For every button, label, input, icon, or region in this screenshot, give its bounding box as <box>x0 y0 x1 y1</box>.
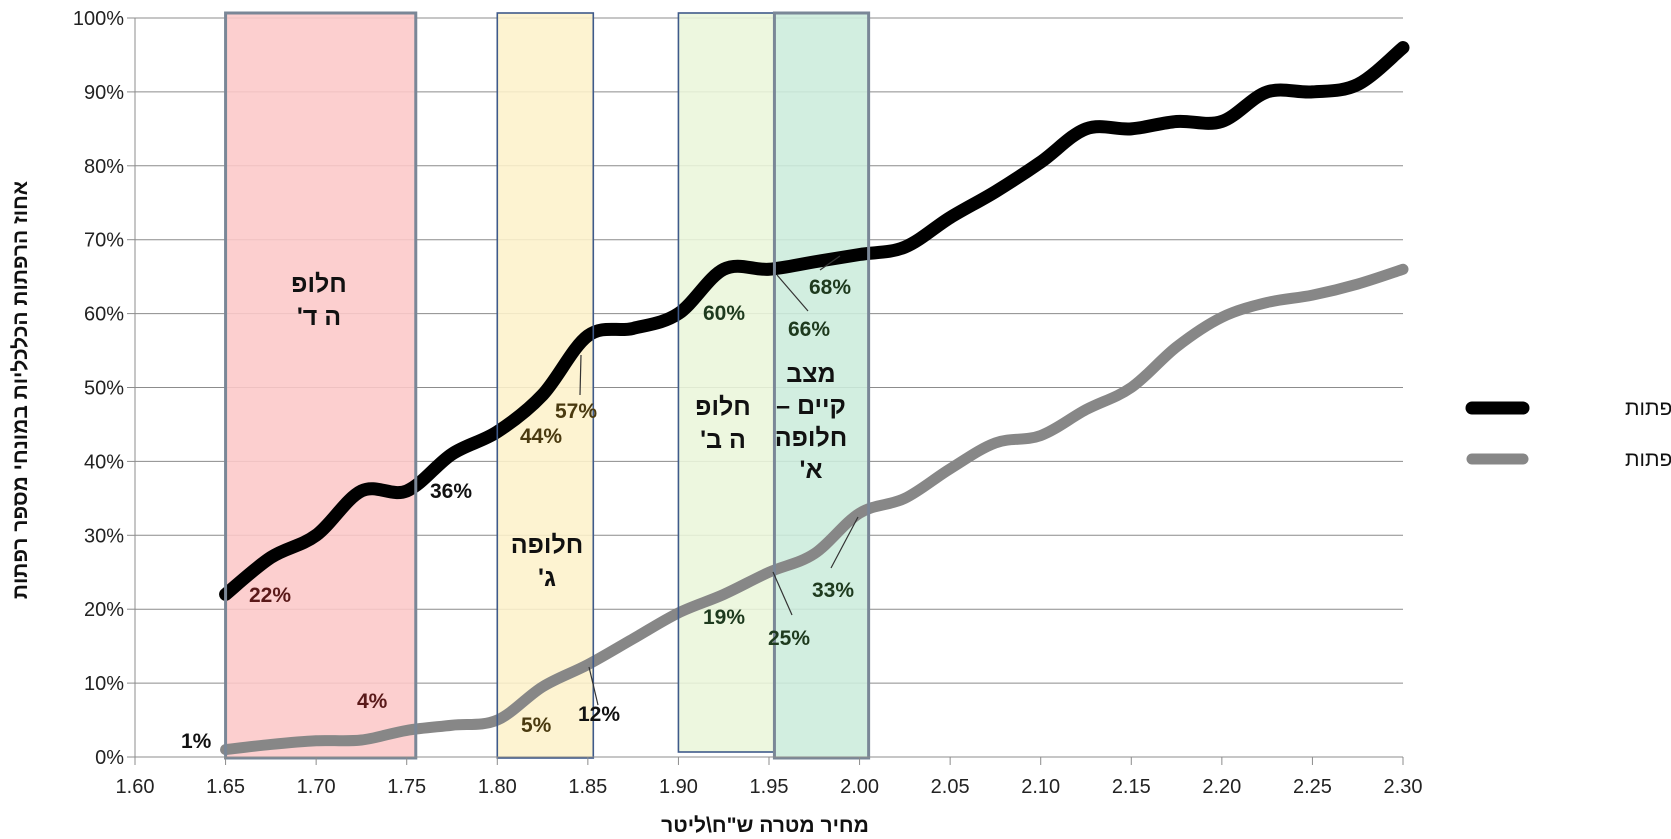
y-tick-label: 80% <box>84 156 124 178</box>
annotation-leader <box>776 274 809 312</box>
annotation-leader <box>819 255 841 271</box>
data-label: 44% <box>520 425 562 448</box>
data-label: 33% <box>812 579 854 602</box>
legend-label-0: ט.ק. רפתות <box>1625 397 1671 420</box>
data-label: 4% <box>357 690 388 713</box>
y-tick-label: 0% <box>95 747 124 769</box>
zone-fill-zone-a <box>774 13 869 758</box>
x-tick-label: 1.90 <box>659 776 698 798</box>
zone-border-zone-c <box>496 12 595 759</box>
legend-label-1: ט.א רפתות <box>1625 448 1671 471</box>
zone-borders <box>224 11 871 760</box>
data-label: 36% <box>430 480 472 503</box>
zone-label-zone-a: חלופה <box>775 424 848 452</box>
data-label: 5% <box>521 714 552 737</box>
series-line-ta <box>220 263 1409 756</box>
y-tick-label: 20% <box>84 599 124 621</box>
alternative-zones <box>225 13 869 758</box>
x-tick-label: 1.80 <box>478 776 517 798</box>
axes: 0% 10% 20% 30% 40% 50% 60% 70% 80% 90% 100% 1.60 1.6… <box>73 8 1423 798</box>
zone-label-zone-b: חלופ <box>695 393 751 421</box>
data-label: 1% <box>181 730 212 753</box>
x-tick-label: 1.65 <box>206 776 245 798</box>
zone-label-zone-d: חלופ <box>291 270 347 298</box>
x-tick-label: 1.60 <box>116 776 155 798</box>
data-label: 22% <box>249 584 291 607</box>
data-label: 66% <box>788 318 830 341</box>
zone-fill-zone-d <box>225 13 416 758</box>
x-tick-label: 1.95 <box>750 776 789 798</box>
x-tick-label: 2.30 <box>1384 776 1423 798</box>
y-tick-label: 30% <box>84 525 124 547</box>
y-tick-label: 40% <box>84 451 124 473</box>
data-annotations: 22% 36% 44%57% 60% 66% 68% 1% 4% 5% 12% 19% 25% 33% <box>181 255 859 753</box>
y-axis-title: אחוז הרפתות הכלכליות במונחי מספר רפתות <box>9 181 32 599</box>
y-tick-label: 90% <box>84 82 124 104</box>
y-tick-label: 50% <box>84 378 124 400</box>
x-tick-label: 2.10 <box>1021 776 1060 798</box>
zone-labels: חלופ ה ד' חלופה ג' חלופ ה ב' מצב קיים – חלופה א' <box>291 270 847 592</box>
zone-fill-zone-b <box>678 13 775 752</box>
x-tick-label: 2.05 <box>931 776 970 798</box>
zone-label-zone-c: ג' <box>538 564 556 592</box>
y-tick-label: 60% <box>84 304 124 326</box>
data-label: 25% <box>768 627 810 650</box>
legend: ט.ק. רפתות ט.א רפתות <box>1465 397 1671 471</box>
x-tick-label: 2.25 <box>1293 776 1332 798</box>
y-tick-label: 70% <box>84 230 124 252</box>
x-tick-label: 1.75 <box>387 776 426 798</box>
data-label: 12% <box>578 703 620 726</box>
zone-border-zone-d <box>224 11 418 760</box>
data-label: 68% <box>809 276 851 299</box>
zone-label-zone-b: ה ב' <box>700 426 746 454</box>
zone-label-zone-d: ה ד' <box>297 303 341 331</box>
x-tick-label: 2.00 <box>840 776 879 798</box>
zone-border-zone-a <box>772 11 871 760</box>
zone-label-zone-a: א' <box>800 456 823 484</box>
y-tick-label: 100% <box>73 8 124 30</box>
annotation-leader <box>772 571 793 616</box>
annotation-leader <box>830 516 859 569</box>
x-tick-label: 1.70 <box>297 776 336 798</box>
x-tick-label: 2.20 <box>1202 776 1241 798</box>
y-tick-label: 10% <box>84 673 124 695</box>
x-tick-label: 2.15 <box>1112 776 1151 798</box>
annotation-leader <box>579 354 582 396</box>
zone-label-zone-a: קיים – <box>776 392 846 420</box>
zone-label-zone-a: מצב <box>786 360 835 388</box>
data-label: 57% <box>555 400 597 423</box>
x-tick-label: 1.85 <box>568 776 607 798</box>
x-axis-title: מחיר מטרה ש"ח\ליטר <box>661 814 869 837</box>
zone-label-zone-c: חלופה <box>511 531 584 559</box>
data-label: 19% <box>703 606 745 629</box>
data-label: 60% <box>703 302 745 325</box>
annotation-leader <box>588 666 599 706</box>
